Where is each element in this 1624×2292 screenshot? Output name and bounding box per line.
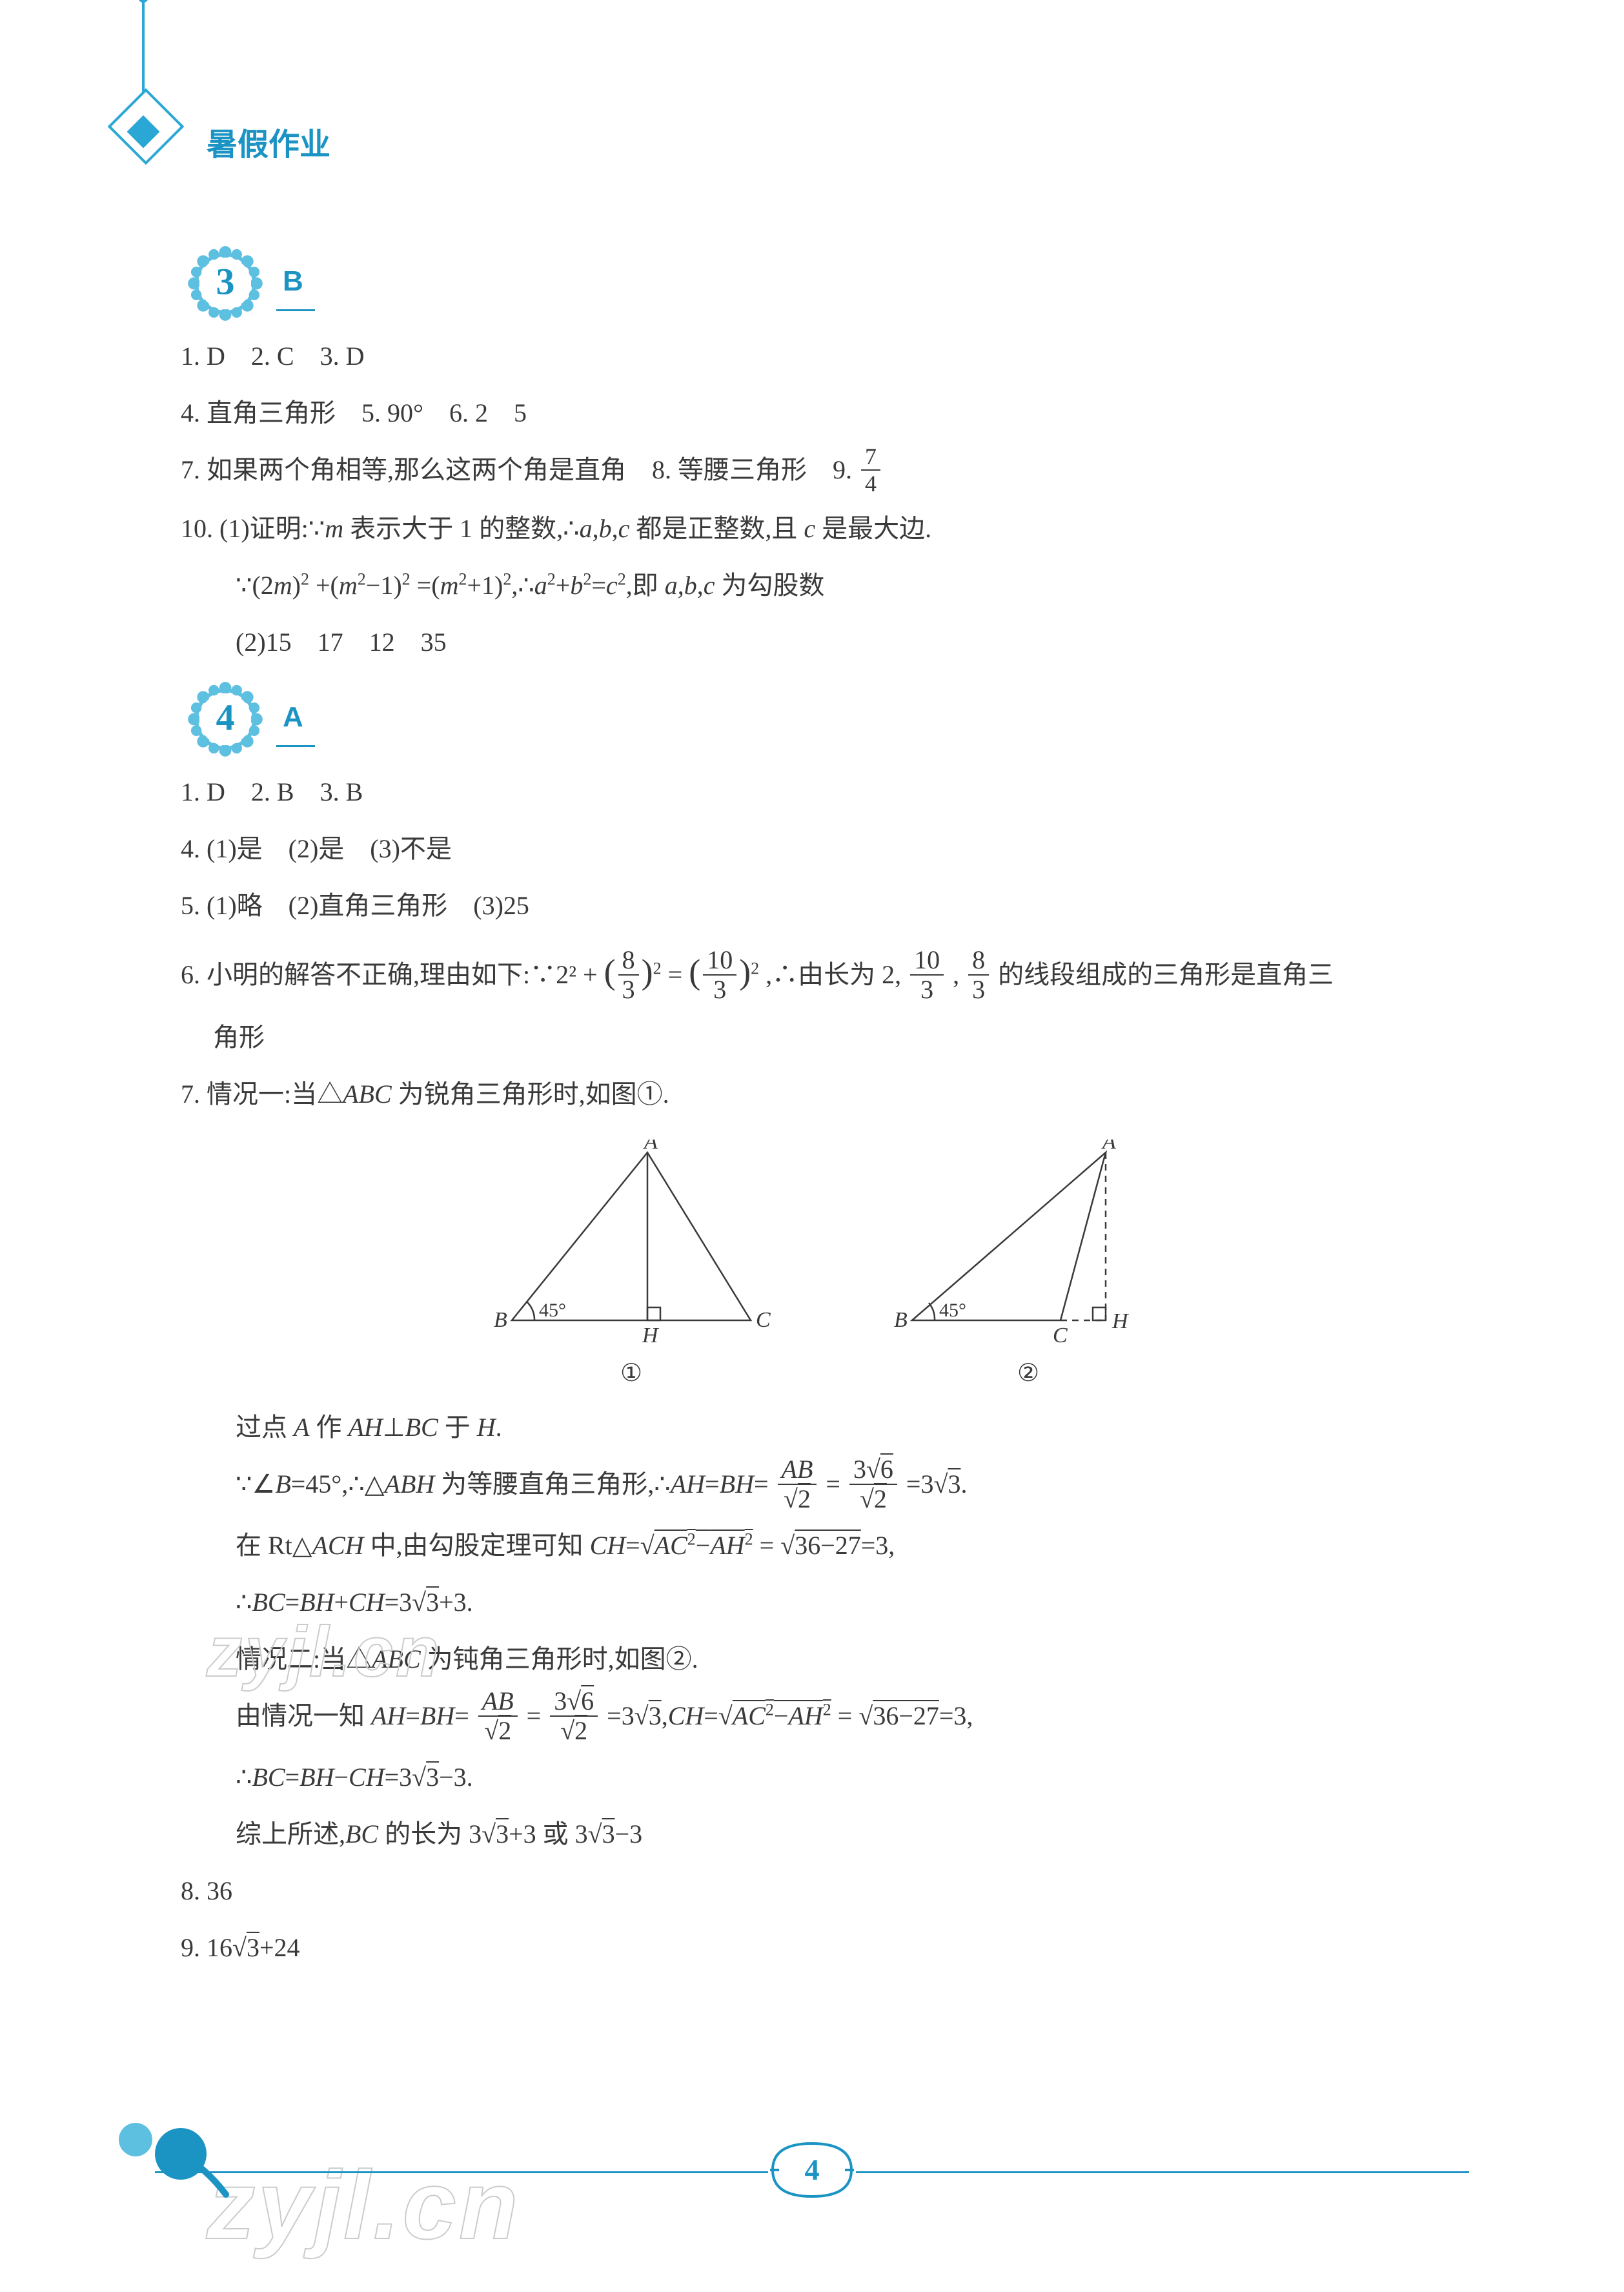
text: 7. 如果两个角相等,那么这两个角是直角 8. 等腰三角形 9. [181,455,858,484]
angle-label: 45° [939,1300,966,1321]
text-line: 10. (1)证明:∵m 表示大于 1 的整数,∴a,b,c 都是正整数,且 c… [181,503,1469,555]
text-line: 1. D 2. B 3. B [181,766,1469,818]
text-line: 7. 情况一:当△ABC 为锐角三角形时,如图①. [181,1069,1469,1120]
text-line: 1. D 2. C 3. D [181,331,1469,382]
text: = [668,960,689,989]
text-line: 由情况一知 AH=BH= AB√2 = 3√6√2 =3√3,CH=√AC2−A… [181,1690,1469,1746]
text-line: 9. 16√3+24 [181,1922,1469,1974]
footer-decoration-icon [110,2107,239,2198]
text-line: 5. (1)略 (2)直角三角形 (3)25 [181,880,1469,932]
numerator: 8 [968,947,989,976]
denominator: 3 [709,976,730,1003]
denominator: 3 [618,976,639,1003]
diagrams-row: A B C H 45° ① A B [181,1140,1469,1395]
diagram-label: ① [486,1351,776,1395]
section-number: 4 [216,684,235,752]
fraction: AB√2 [778,1457,817,1512]
fraction: 103 [910,947,944,1003]
text: 的线段组成的三角形是直角三 [998,960,1334,989]
label-H: H [1111,1309,1130,1333]
text-line: 7. 如果两个角相等,那么这两个角是直角 8. 等腰三角形 9. 7 4 [181,444,1469,498]
page-number: 4 [805,2144,820,2197]
label-H: H [642,1324,660,1346]
text-line: 8. 36 [181,1865,1469,1917]
label-B: B [894,1308,908,1332]
text-line: ∴BC=BH−CH=3√3−3. [181,1752,1469,1803]
footer-rule [155,2171,768,2173]
denominator: 3 [917,976,937,1003]
diagram-label: ② [893,1351,1164,1395]
fraction: 3√6√2 [550,1688,598,1744]
text-line: 过点 A 作 AH⊥BC 于 H. [181,1402,1469,1453]
fraction: 103 [703,947,736,1003]
fraction: 83 [618,947,639,1003]
text-line: 在 Rt△ACH 中,由勾股定理可知 CH=√AC2−AH2 = √36−27=… [181,1520,1469,1571]
text: 6. 小明的解答不正确,理由如下:∵2² + [181,960,598,989]
label-A: A [643,1140,658,1154]
text-line: 6. 小明的解答不正确,理由如下:∵2² + (83)2 = (103)2 ,∴… [181,937,1469,1007]
text-line: 4. 直角三角形 5. 90° 6. 2 5 [181,387,1469,439]
text-line: ∵∠B=45°,∴△ABH 为等腰直角三角形,∴AH=BH= AB√2 = 3√… [181,1458,1469,1515]
fraction: 83 [968,947,989,1003]
numerator: 10 [703,947,736,976]
numerator: 10 [910,947,944,976]
page-title: 暑假作业 [207,118,330,173]
text-line: (2)15 17 12 35 [181,617,1469,668]
text-line: 综上所述,BC 的长为 3√3+3 或 3√3−3 [181,1808,1469,1860]
fraction: AB√2 [478,1688,518,1744]
label-A: A [1101,1140,1116,1154]
numerator: 7 [861,445,880,471]
angle-label: 45° [539,1300,566,1321]
page-number-badge: 4 [770,2136,854,2204]
text: , [953,960,959,989]
label-C: C [756,1308,771,1332]
denominator: 4 [861,471,880,495]
text-line: ∵(2m)2 +(m2−1)2 =(m2+1)2,∴a2+b2=c2,即 a,b… [181,560,1469,611]
section-letter: A [276,691,315,747]
text-line: ∴BC=BH+CH=3√3+3. [181,1577,1469,1628]
footer-rule [856,2171,1469,2173]
section-4-header: 4 A [187,681,1469,757]
diagram-2: A B C H 45° ② [893,1140,1164,1395]
fraction: 7 4 [861,445,880,495]
section-number: 3 [216,249,235,316]
text-line: 4. (1)是 (2)是 (3)不是 [181,823,1469,875]
watermark: zyjl.cn [207,2118,521,2292]
section-badge-3: 3 [187,245,263,322]
text-line: 情况二:当△ABC 为钝角三角形时,如图②. [181,1633,1469,1685]
text: ,∴由长为 2, [766,960,901,989]
top-decoration-line [142,0,145,129]
text-line: 角形 [181,1012,1469,1063]
section-3-header: 3 B [187,245,1469,322]
numerator: 8 [618,947,639,976]
diagram-1: A B C H 45° ① [486,1140,776,1395]
label-C: C [1053,1324,1068,1346]
fraction: 3√6√2 [849,1457,897,1512]
label-B: B [494,1308,507,1332]
main-content: 3 B 1. D 2. C 3. D 4. 直角三角形 5. 90° 6. 2 … [181,232,1469,1979]
denominator: 3 [968,976,989,1003]
section-letter: B [276,256,315,311]
section-badge-4: 4 [187,681,263,757]
